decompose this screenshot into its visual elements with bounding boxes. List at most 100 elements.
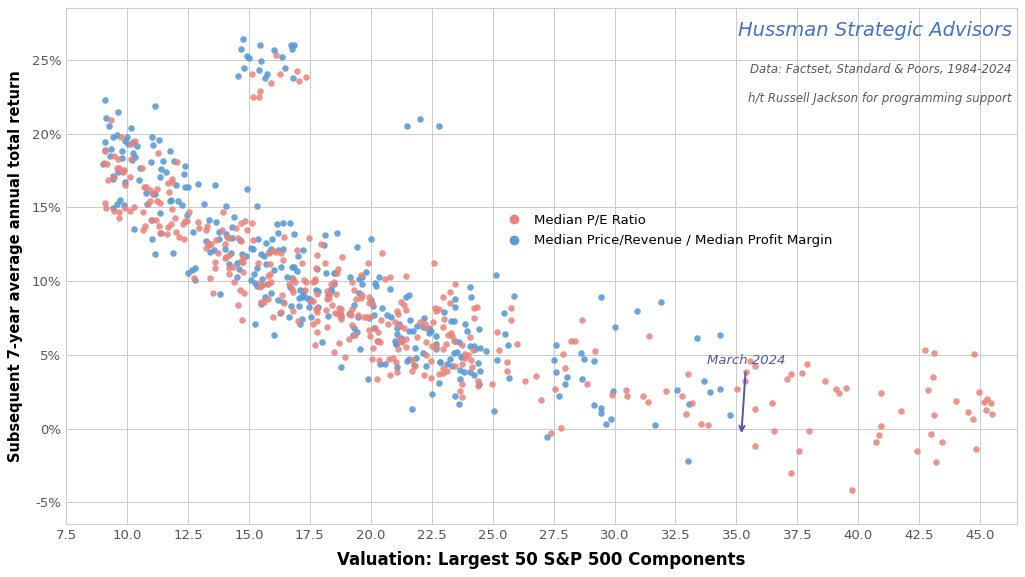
Point <box>396 324 412 333</box>
Point <box>470 379 487 388</box>
Point <box>367 323 383 332</box>
Point <box>283 301 299 310</box>
Point <box>285 287 301 296</box>
Point <box>139 200 156 209</box>
Point <box>451 365 467 374</box>
Point <box>201 241 217 250</box>
Point <box>105 174 121 183</box>
Point <box>268 248 284 257</box>
Point <box>350 310 366 319</box>
Point <box>430 379 447 388</box>
Point <box>922 429 939 439</box>
Point <box>960 408 977 417</box>
Point <box>418 323 435 332</box>
Point <box>462 332 479 341</box>
Point <box>106 203 122 212</box>
Point <box>297 285 314 294</box>
Point <box>109 200 125 209</box>
Point <box>585 356 602 365</box>
Point <box>175 219 192 228</box>
Point <box>603 414 619 424</box>
Point <box>147 249 163 258</box>
Point <box>239 52 255 61</box>
Point <box>151 222 167 231</box>
Point <box>548 368 565 377</box>
Point <box>398 342 414 351</box>
Point <box>324 301 340 310</box>
Point <box>489 355 505 364</box>
Text: Data: Factset, Standard & Poors, 1984-2024: Data: Factset, Standard & Poors, 1984-20… <box>750 62 1012 76</box>
Point <box>297 278 314 287</box>
Point <box>304 296 321 305</box>
Point <box>223 233 240 242</box>
Point <box>348 327 365 336</box>
Point <box>462 355 479 365</box>
Point <box>443 316 459 325</box>
Point <box>97 147 114 156</box>
Point <box>436 315 452 324</box>
Point <box>465 370 482 380</box>
Point <box>122 172 138 181</box>
Point <box>496 309 512 318</box>
Point <box>279 272 295 281</box>
Point <box>133 163 150 173</box>
Point <box>153 164 169 174</box>
Point <box>446 302 462 311</box>
Point <box>234 250 250 259</box>
Point <box>190 218 206 227</box>
Point <box>134 208 151 217</box>
Point <box>359 312 375 321</box>
Point <box>387 339 404 349</box>
Point <box>461 282 478 291</box>
Point <box>142 197 159 206</box>
Point <box>111 163 127 172</box>
Point <box>305 320 322 329</box>
Point <box>167 213 183 222</box>
Point <box>497 329 514 338</box>
Point <box>198 237 214 246</box>
Point <box>275 298 291 307</box>
Point <box>178 211 195 220</box>
Point <box>235 257 251 267</box>
Point <box>251 92 268 102</box>
Point <box>366 323 382 332</box>
Point <box>747 404 764 414</box>
Point <box>373 248 390 257</box>
Point <box>407 343 423 353</box>
Point <box>138 188 155 197</box>
Point <box>254 275 271 284</box>
Point <box>423 341 440 350</box>
Point <box>444 332 460 341</box>
Point <box>292 319 309 328</box>
Point <box>122 207 138 216</box>
Point <box>323 284 339 293</box>
Point <box>136 222 153 231</box>
Point <box>292 286 309 295</box>
Point <box>99 176 116 185</box>
Point <box>272 69 288 78</box>
Point <box>351 275 367 284</box>
Point <box>212 289 229 298</box>
Point <box>176 182 193 192</box>
Point <box>390 323 406 332</box>
Point <box>179 182 196 192</box>
Point <box>454 340 470 349</box>
Point <box>668 385 685 395</box>
Point <box>354 272 370 282</box>
Point <box>563 337 579 346</box>
Point <box>388 306 405 316</box>
Point <box>447 362 463 371</box>
Point <box>160 188 176 197</box>
Point <box>393 322 409 331</box>
Point <box>640 398 656 407</box>
Point <box>285 262 301 271</box>
Point <box>252 282 269 291</box>
Point <box>430 304 447 313</box>
Point <box>131 176 148 185</box>
Point <box>173 201 190 210</box>
Point <box>423 357 440 366</box>
Point <box>216 239 233 249</box>
Point <box>282 219 298 228</box>
Point <box>435 292 451 301</box>
Point <box>294 314 311 324</box>
